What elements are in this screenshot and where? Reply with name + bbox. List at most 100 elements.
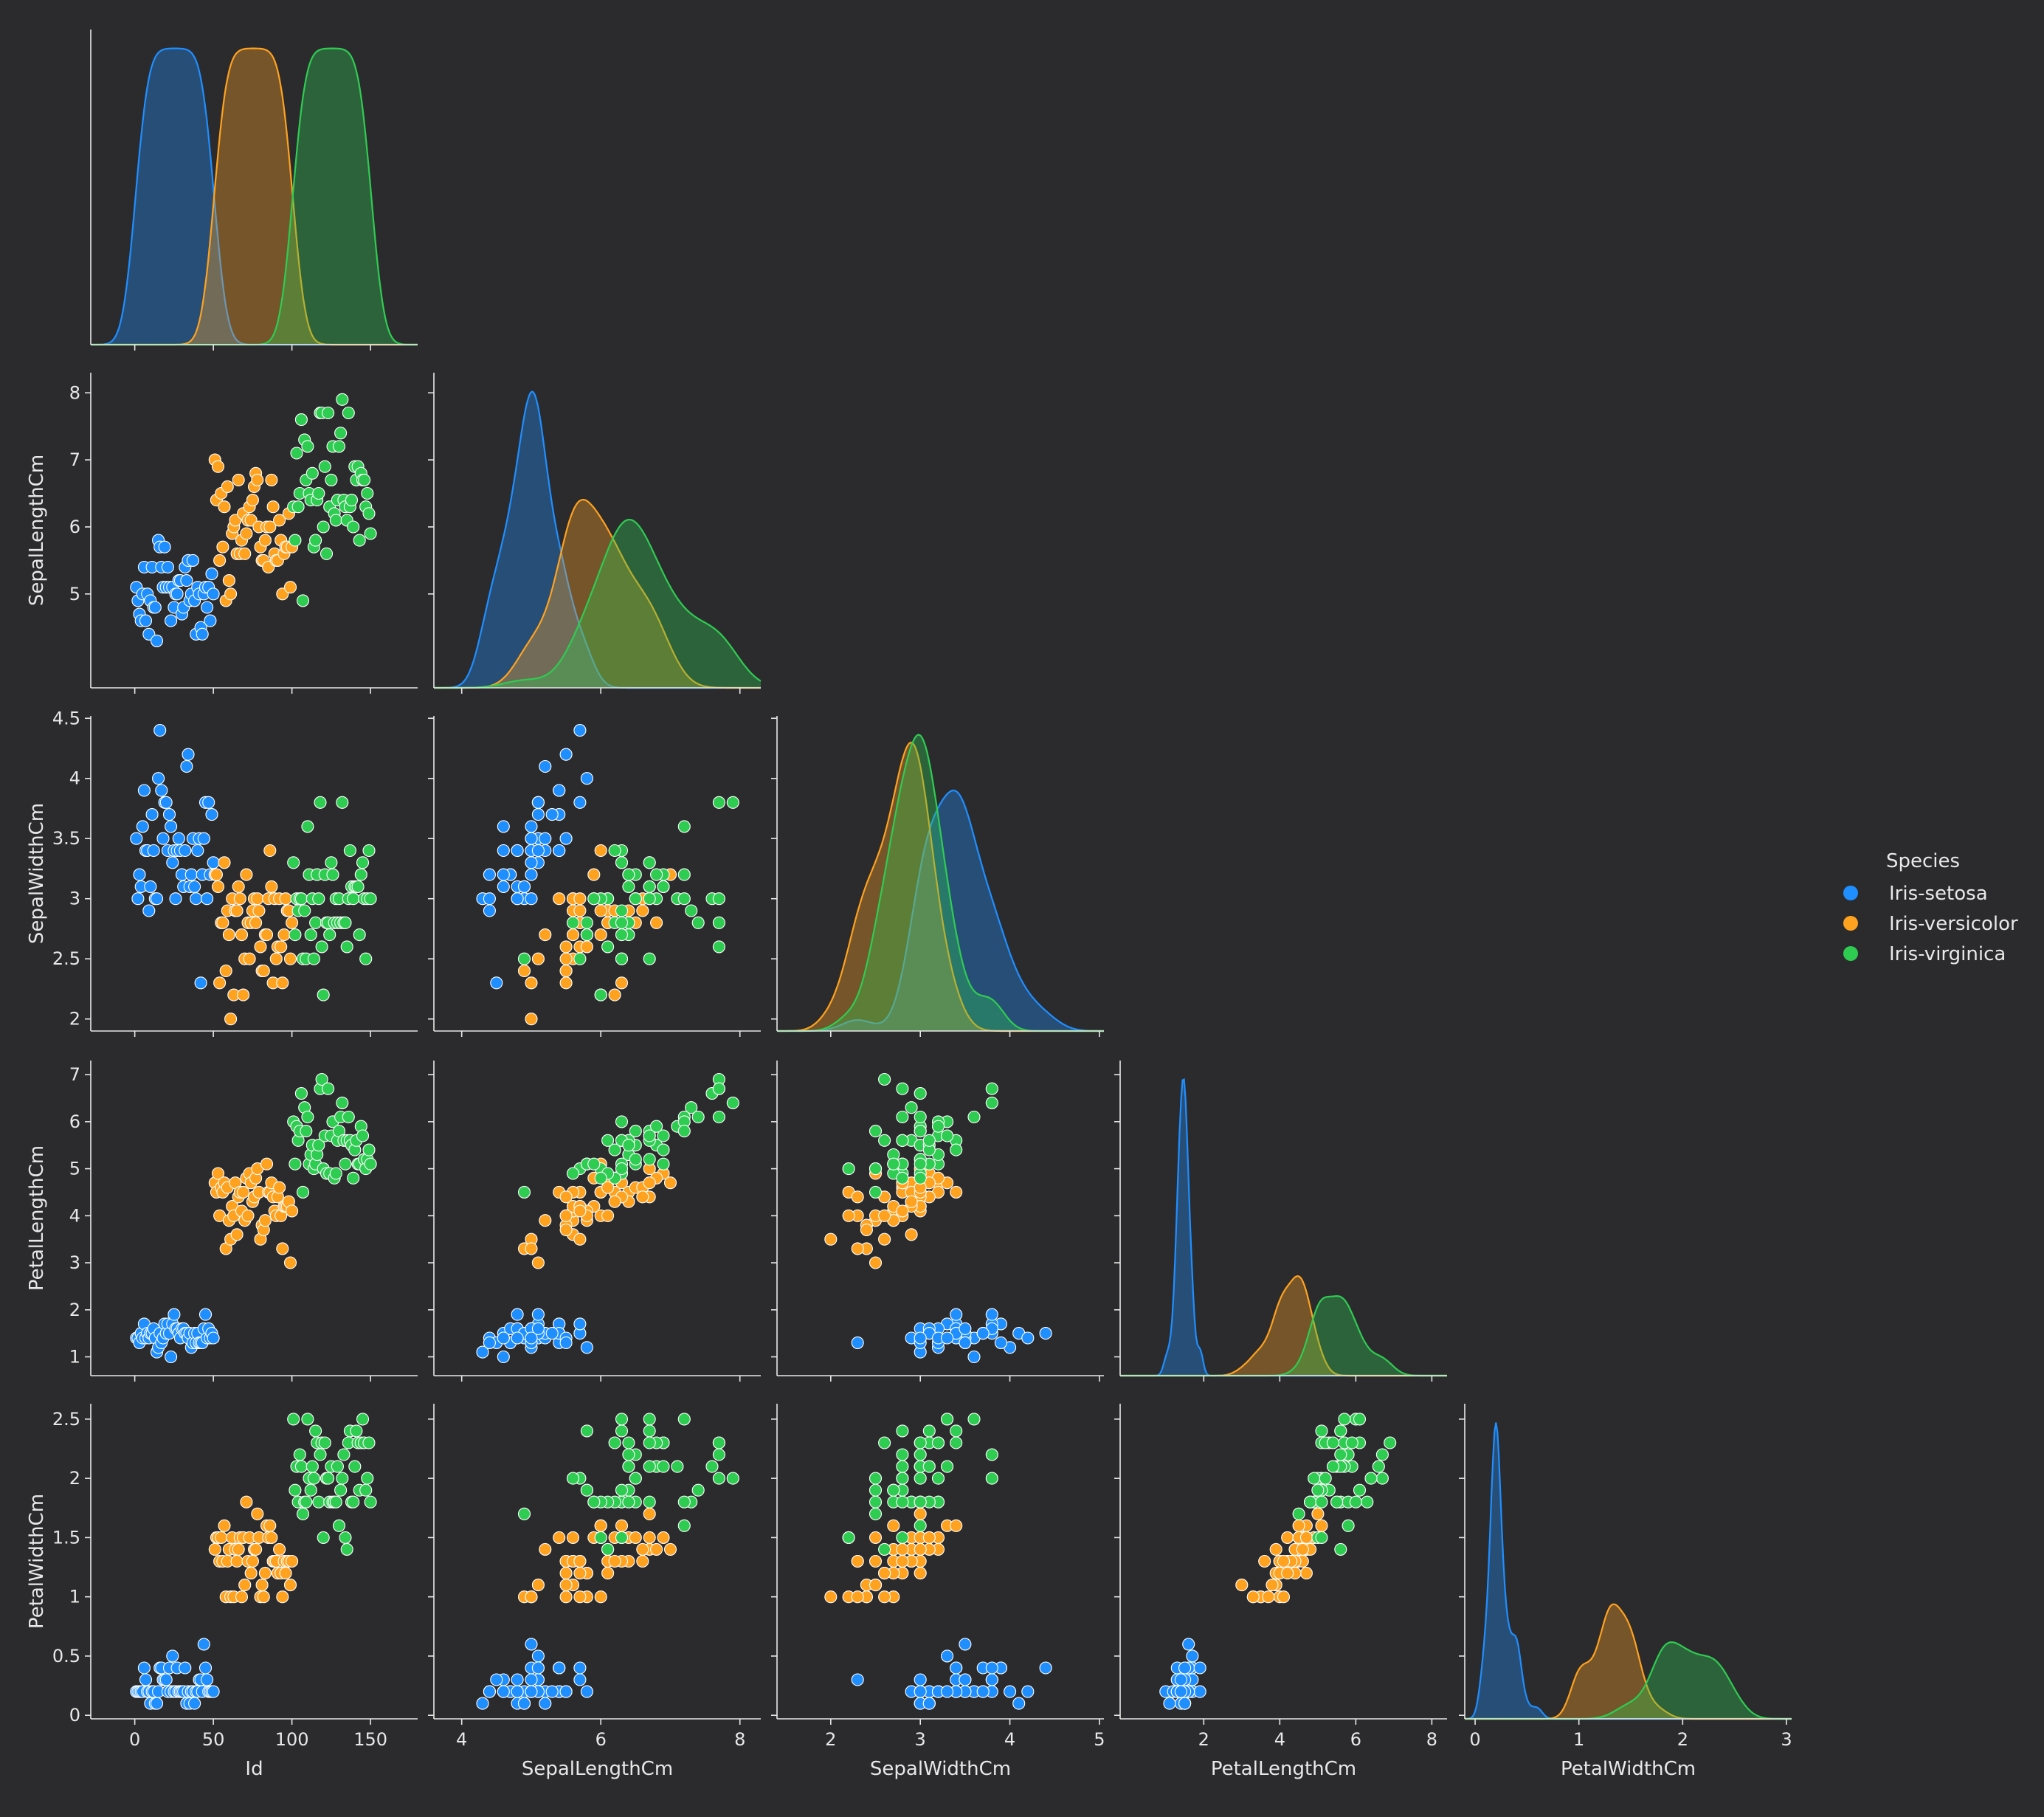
point-versicolor: [211, 460, 225, 473]
point-virginica: [842, 1162, 855, 1176]
point-versicolor: [905, 1195, 918, 1208]
point-versicolor: [869, 1554, 883, 1568]
point-versicolor: [258, 1214, 272, 1227]
y-tick-label: 2: [69, 1009, 80, 1030]
point-setosa: [158, 540, 171, 554]
point-setosa: [153, 724, 167, 737]
panel-sepalwidthcm-vs-id: 2 2.5 3 3.5 4 4.5 SepalWidthCm: [26, 708, 418, 1037]
point-virginica: [517, 1185, 531, 1199]
point-versicolor: [553, 1531, 566, 1544]
point-virginica: [307, 1472, 320, 1485]
point-setosa: [1039, 1661, 1052, 1675]
point-versicolor: [559, 1579, 573, 1592]
point-versicolor: [1235, 1579, 1249, 1592]
point-versicolor: [539, 1542, 552, 1556]
point-virginica: [304, 1483, 317, 1497]
point-setosa: [511, 892, 524, 906]
point-virginica: [332, 1519, 346, 1532]
point-setosa: [559, 832, 573, 845]
point-virginica: [309, 1424, 322, 1438]
point-versicolor: [251, 473, 264, 486]
point-setosa: [207, 1685, 220, 1698]
point-virginica: [334, 1483, 348, 1497]
point-setosa: [941, 1649, 954, 1663]
kde-fill-setosa: [1465, 1422, 1792, 1719]
point-virginica: [896, 1495, 909, 1509]
point-virginica: [629, 1125, 642, 1138]
point-virginica: [643, 1460, 656, 1473]
point-virginica: [325, 856, 338, 869]
point-virginica: [712, 916, 725, 929]
point-virginica: [842, 1531, 855, 1544]
point-versicolor: [566, 1531, 580, 1544]
kde-line-virginica: [434, 518, 762, 689]
point-setosa: [490, 1673, 503, 1686]
point-versicolor: [213, 554, 227, 567]
y-tick-label: 1: [69, 1587, 80, 1607]
point-versicolor: [663, 1542, 677, 1556]
point-setosa: [531, 1649, 545, 1663]
point-setosa: [539, 1697, 552, 1710]
point-versicolor: [224, 587, 238, 601]
point-virginica: [301, 1110, 314, 1124]
point-versicolor: [283, 1256, 297, 1269]
point-virginica: [629, 1472, 642, 1485]
point-virginica: [359, 952, 373, 965]
point-virginica: [941, 1413, 954, 1426]
point-versicolor: [896, 1554, 909, 1568]
point-versicolor: [594, 904, 607, 917]
panel-petalwidthcm-vs-id: 0 50 100 150 Id 0 0.5 1 1.5 2 2.5 PetalWidthCm: [26, 1404, 418, 1780]
point-versicolor: [636, 1542, 649, 1556]
point-versicolor: [950, 1519, 963, 1532]
point-virginica: [914, 1110, 927, 1124]
point-versicolor: [273, 514, 286, 527]
point-setosa: [511, 844, 524, 858]
point-virginica: [629, 892, 642, 906]
point-setosa: [1182, 1638, 1195, 1651]
point-versicolor: [1315, 1519, 1328, 1532]
point-setosa: [483, 904, 496, 917]
point-virginica: [914, 1436, 927, 1449]
point-versicolor: [232, 880, 245, 893]
point-virginica: [329, 514, 342, 527]
point-virginica: [922, 1424, 936, 1438]
point-setosa: [497, 844, 510, 858]
point-virginica: [334, 427, 348, 440]
point-setosa: [201, 601, 214, 614]
point-virginica: [322, 406, 335, 420]
point-versicolor: [251, 1507, 264, 1520]
point-setosa: [1039, 1327, 1052, 1340]
point-setosa: [559, 748, 573, 761]
kde-fill-versicolor: [1120, 1276, 1447, 1376]
point-virginica: [1315, 1531, 1328, 1544]
point-setosa: [1178, 1697, 1192, 1710]
point-virginica: [712, 1436, 725, 1449]
point-virginica: [318, 1436, 331, 1449]
point-setosa: [196, 627, 209, 641]
point-virginica: [1308, 1472, 1321, 1485]
point-virginica: [643, 1436, 656, 1449]
point-virginica: [691, 1110, 705, 1124]
point-setosa: [545, 808, 559, 821]
point-virginica: [896, 1171, 909, 1185]
y-tick-label: 3.5: [52, 828, 80, 849]
point-setosa: [559, 1336, 573, 1349]
point-versicolor: [824, 1590, 838, 1604]
point-versicolor: [887, 1519, 900, 1532]
point-versicolor: [525, 1242, 538, 1255]
point-versicolor: [240, 527, 253, 540]
point-setosa: [152, 772, 165, 785]
y-tick-label: 7: [69, 1064, 80, 1085]
point-setosa: [976, 1327, 990, 1340]
point-virginica: [615, 856, 629, 869]
point-virginica: [315, 940, 328, 954]
point-virginica: [1292, 1507, 1305, 1520]
point-virginica: [361, 1472, 374, 1485]
point-virginica: [896, 1134, 909, 1147]
point-virginica: [878, 1134, 891, 1147]
point-virginica: [296, 1507, 310, 1520]
point-virginica: [293, 1448, 306, 1461]
point-virginica: [358, 473, 371, 486]
point-setosa: [136, 820, 149, 833]
point-setosa: [985, 1308, 998, 1321]
